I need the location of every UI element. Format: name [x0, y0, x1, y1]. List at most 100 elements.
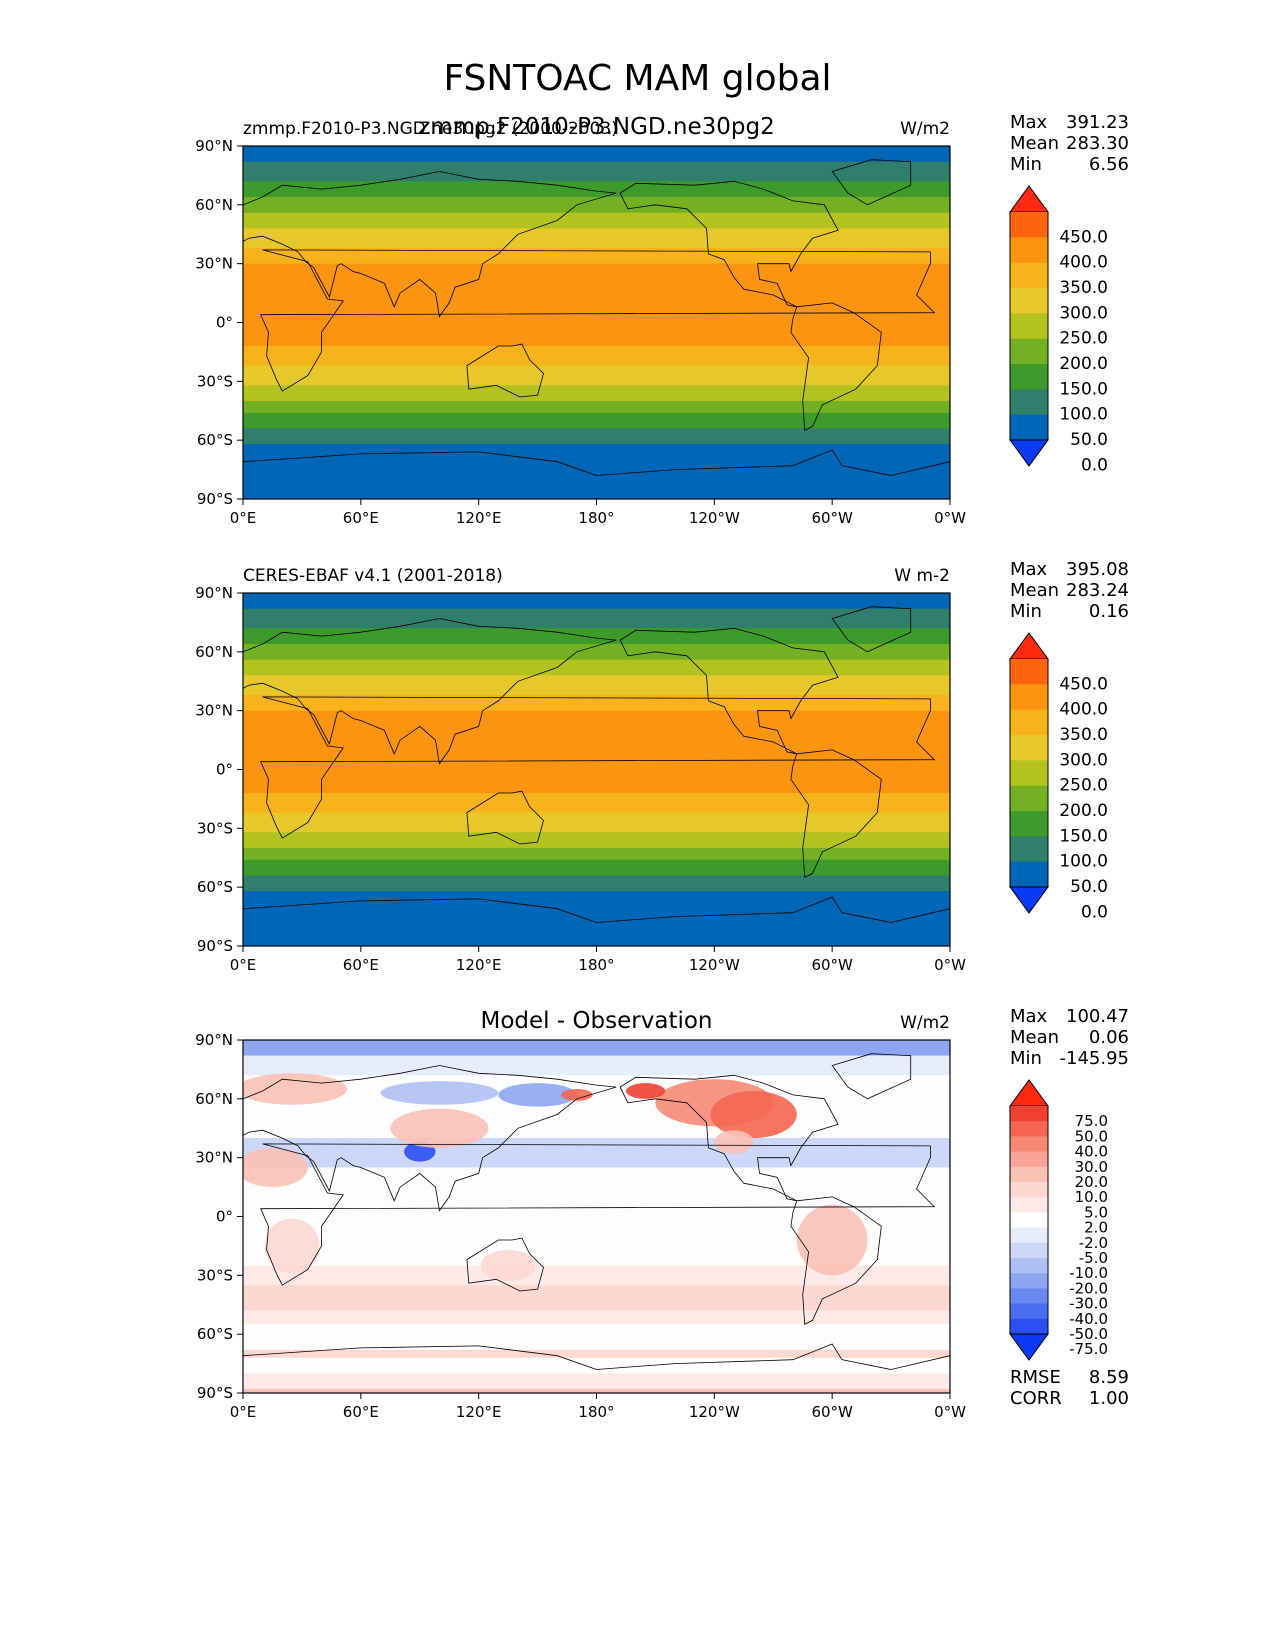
lat-band — [243, 483, 950, 488]
lat-band — [243, 730, 950, 735]
lat-band — [243, 149, 950, 155]
lat-band — [243, 906, 950, 912]
lat-band — [243, 306, 950, 312]
lat-band — [243, 844, 950, 849]
lat-tick-label: 30°N — [195, 1149, 233, 1167]
lat-band — [243, 224, 950, 229]
lat-band — [243, 765, 950, 771]
stat-value: 283.24 — [1066, 580, 1129, 601]
lon-tick-label: 60°E — [343, 956, 379, 974]
colorbar-label: 150.0 — [1059, 379, 1108, 399]
colorbar-segment — [1010, 1242, 1048, 1259]
lat-band — [243, 397, 950, 402]
colorbar-label: -20.0 — [1069, 1279, 1108, 1297]
lat-band — [243, 832, 950, 837]
lat-band — [243, 938, 950, 943]
lat-band — [243, 314, 950, 320]
lat-band — [243, 671, 950, 676]
lat-band — [243, 914, 950, 920]
lat-band — [243, 777, 950, 782]
lat-band — [243, 918, 950, 924]
lat-band — [243, 491, 950, 496]
lat-band — [243, 820, 950, 826]
lat-tick-label: 0° — [216, 761, 233, 779]
lat-tick-label: 30°N — [195, 702, 233, 720]
lat-band — [243, 859, 950, 865]
coastline-australia — [466, 790, 544, 845]
lat-band — [243, 377, 950, 382]
stat-value: 8.59 — [1089, 1367, 1129, 1388]
stat-value: 391.23 — [1066, 112, 1129, 133]
lat-band — [243, 216, 950, 222]
diff-band — [243, 1040, 950, 1056]
colorbar-extend-min — [1009, 886, 1049, 914]
lat-band — [243, 173, 950, 178]
lat-band — [243, 251, 950, 257]
colorbar-segment — [1010, 684, 1048, 711]
lon-tick-label: 120°E — [456, 1403, 502, 1421]
diff-patch — [498, 1083, 577, 1107]
lat-band — [243, 808, 950, 814]
lat-band — [243, 781, 950, 786]
lat-tick-label: 60°S — [197, 1325, 233, 1343]
colorbar-segment — [1010, 785, 1048, 812]
colorbar-label: 100.0 — [1059, 852, 1108, 872]
lat-band — [243, 416, 950, 422]
coastline-samerica — [790, 749, 882, 879]
colorbar-label: 200.0 — [1059, 354, 1108, 374]
lat-band — [243, 220, 950, 226]
stat-value: 0.06 — [1089, 1027, 1129, 1048]
colorbar-label: -2.0 — [1079, 1234, 1108, 1252]
lon-tick-label: 0°W — [934, 1403, 966, 1421]
colorbar-segment — [1010, 262, 1048, 289]
colorbar-segment — [1010, 1166, 1048, 1183]
colorbar-extend-min — [1009, 439, 1049, 467]
lat-band — [243, 310, 950, 316]
stat-label: CORR — [1010, 1388, 1062, 1409]
lat-band — [243, 255, 950, 261]
lon-tick-label: 60°E — [343, 1403, 379, 1421]
lon-tick-label: 0°W — [934, 956, 966, 974]
diff-patch — [243, 1147, 308, 1188]
coastline-antarctica — [243, 896, 950, 923]
lat-tick-label: 60°S — [197, 431, 233, 449]
lon-tick-label: 120°W — [689, 509, 740, 527]
lon-tick-label: 0°E — [230, 509, 257, 527]
lat-tick-label: 30°S — [197, 372, 233, 390]
lat-band — [243, 749, 950, 755]
stat-label: Max — [1010, 1006, 1048, 1027]
lat-band — [243, 659, 950, 665]
lat-band — [243, 816, 950, 822]
colorbar-segment — [1010, 1303, 1048, 1320]
lat-band — [243, 169, 950, 175]
diff-patch — [796, 1204, 868, 1276]
coastline-africa — [260, 696, 936, 839]
diff-patch — [710, 1090, 797, 1139]
lat-tick-label: 60°N — [195, 1090, 233, 1108]
diff-band — [243, 1265, 950, 1286]
lon-tick-label: 60°W — [811, 956, 853, 974]
panel-units: W/m2 — [900, 1013, 950, 1033]
lon-tick-label: 60°E — [343, 509, 379, 527]
lon-tick-label: 120°W — [689, 1403, 740, 1421]
lat-band — [243, 883, 950, 888]
lat-band — [243, 326, 950, 331]
stat-value: 0.16 — [1089, 601, 1129, 622]
lat-tick-label: 0° — [216, 1208, 233, 1226]
lat-band — [243, 632, 950, 637]
lat-tick-label: 60°N — [195, 643, 233, 661]
lat-band — [243, 593, 950, 598]
colorbar-label: 350.0 — [1059, 725, 1108, 745]
lat-band — [243, 608, 950, 614]
lat-band — [243, 891, 950, 896]
colorbar-label: 150.0 — [1059, 826, 1108, 846]
lat-band — [243, 628, 950, 633]
colorbar-segment — [1010, 760, 1048, 787]
lat-band — [243, 855, 950, 861]
lat-band — [243, 302, 950, 308]
lat-band — [243, 165, 950, 171]
stat-value: 6.56 — [1089, 154, 1129, 175]
coastline-antarctica — [243, 449, 950, 476]
colorbar-extend-max — [1009, 632, 1049, 660]
stat-value: 1.00 — [1089, 1388, 1129, 1409]
